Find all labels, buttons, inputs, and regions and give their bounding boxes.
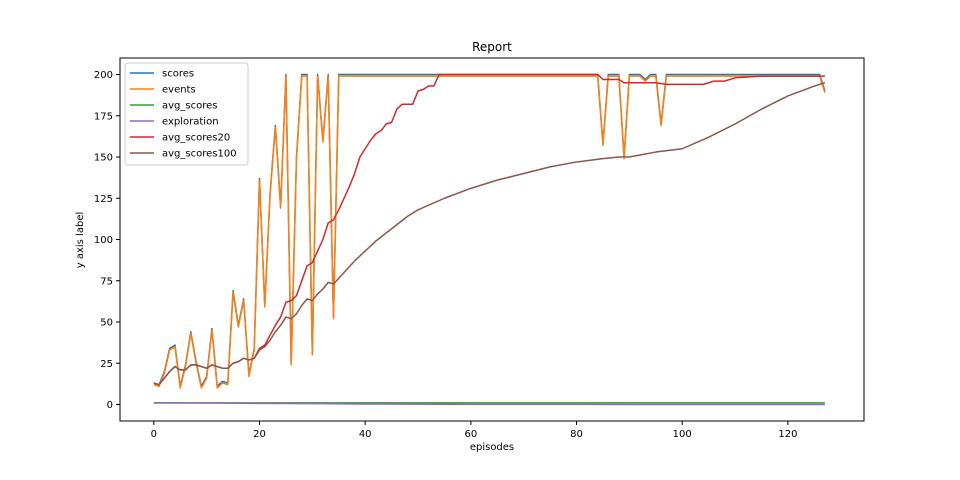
x-tick-label: 40	[359, 429, 372, 440]
y-tick-label: 50	[100, 318, 113, 329]
x-tick-label: 0	[151, 429, 157, 440]
y-tick-label: 175	[94, 111, 113, 122]
legend-label: avg_scores100	[162, 149, 237, 160]
x-tick-label: 80	[570, 429, 583, 440]
x-tick-label: 20	[253, 429, 266, 440]
legend: scores events avg_scores exploration avg_sco…	[124, 62, 249, 166]
y-tick-label: 150	[94, 153, 113, 164]
x-tick-label: 100	[673, 429, 692, 440]
chart-title: Report	[472, 40, 512, 54]
series-layer	[153, 73, 826, 406]
legend-label: events	[162, 85, 196, 96]
y-tick-label: 75	[100, 276, 113, 287]
x-axis: 0 20 40 60 80 100 120	[151, 421, 797, 440]
series-line-avg-scores100	[153, 82, 826, 386]
series-line-exploration	[153, 402, 825, 406]
y-tick-label: 100	[94, 235, 113, 246]
y-tick-label: 0	[107, 400, 113, 411]
x-axis-label: episodes	[470, 442, 514, 453]
plot-area: 0 20 40 60 80 100 120 0 25 50 75 100 125 150 175 200	[94, 57, 865, 440]
x-tick-label: 60	[464, 429, 477, 440]
y-tick-label: 125	[94, 194, 113, 205]
legend-label: scores	[162, 69, 194, 80]
legend-label: exploration	[162, 117, 219, 128]
y-tick-label: 25	[100, 359, 113, 370]
y-axis: 0 25 50 75 100 125 150 175 200	[94, 70, 120, 411]
legend-box	[124, 62, 249, 166]
legend-label: avg_scores20	[162, 133, 230, 144]
y-axis-label: y axis label	[75, 212, 86, 269]
x-tick-label: 120	[778, 429, 797, 440]
series-line-events	[153, 75, 826, 389]
legend-label: avg_scores	[162, 101, 217, 112]
y-tick-label: 200	[94, 70, 113, 81]
